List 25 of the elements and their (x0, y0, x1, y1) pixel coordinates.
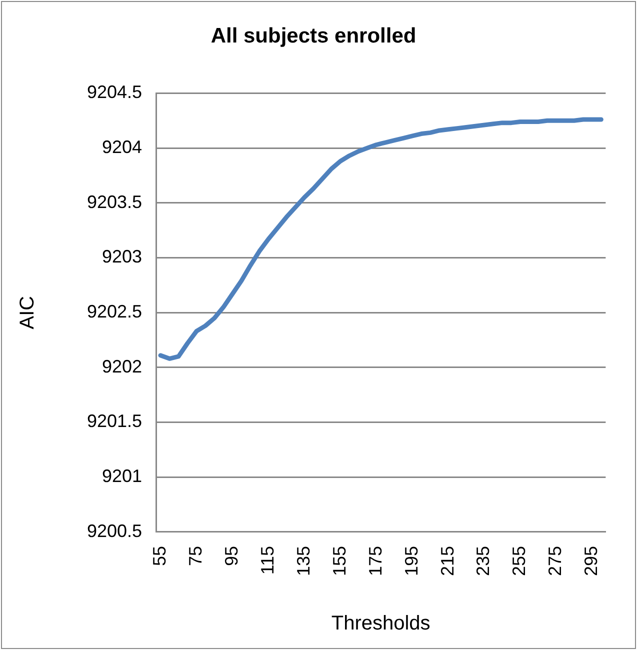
x-tick-label: 295 (581, 546, 602, 576)
y-tick-label: 9203 (102, 246, 142, 267)
x-tick-label: 195 (401, 546, 422, 576)
y-axis-title: AIC (16, 296, 39, 330)
x-tick-label: 135 (293, 546, 314, 576)
x-tick-label: 235 (473, 546, 494, 576)
x-tick-label: 155 (329, 546, 350, 576)
chart-title: All subjects enrolled (210, 24, 416, 48)
x-tick-label: 275 (545, 546, 566, 576)
x-tick-label: 215 (437, 546, 458, 576)
y-tick-label: 9200.5 (86, 520, 142, 541)
x-tick-label: 55 (149, 546, 170, 566)
y-tick-label: 9204.5 (86, 82, 142, 102)
x-tick-label: 255 (509, 546, 530, 576)
y-tick-label: 9201 (102, 466, 142, 486)
x-tick-label: 175 (365, 546, 386, 576)
y-tick-label: 9204 (102, 137, 142, 158)
y-tick-label: 9201.5 (86, 411, 142, 432)
y-tick-label: 9202 (102, 356, 142, 376)
y-tick-label: 9203.5 (86, 192, 142, 212)
x-tick-label: 115 (257, 546, 278, 575)
x-tick-label: 95 (221, 546, 242, 566)
x-tick-label: 75 (185, 546, 206, 566)
x-axis-title: Thresholds (331, 612, 430, 635)
y-tick-label: 9202.5 (86, 302, 142, 322)
